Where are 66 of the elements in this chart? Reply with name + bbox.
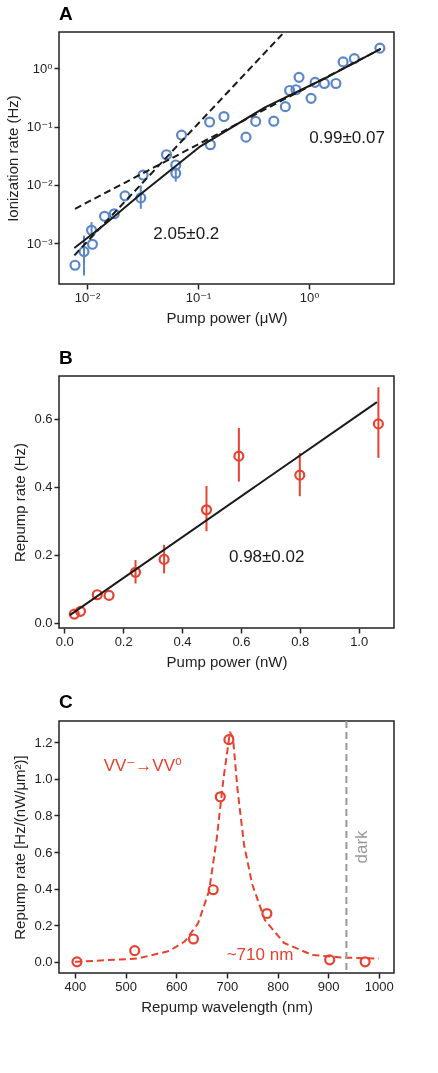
point: [187, 933, 200, 945]
y-axis-title: Repump rate (Hz): [11, 442, 29, 563]
line-series: [73, 731, 380, 963]
point: [158, 553, 170, 565]
annotation: 0.99±0.07: [309, 127, 385, 147]
point: [233, 450, 245, 462]
x-tick-label: 1000: [364, 978, 394, 994]
x-tick-label: 0.2: [114, 633, 133, 649]
x-tick-label: 10⁻²: [74, 289, 101, 305]
x-axis-title: Pump power (μW): [166, 308, 288, 326]
x-axis-title: Pump power (nW): [166, 652, 288, 670]
x-tick-label: 400: [64, 978, 87, 994]
chart-title: A: [59, 3, 73, 24]
y-tick-label: 0.0: [34, 954, 53, 970]
y-tick-label: 10⁻¹: [26, 119, 54, 135]
x-tick-label: 800: [267, 978, 289, 994]
annotation: 0.98±0.02: [228, 547, 305, 567]
y-tick-label: 0.2: [34, 547, 53, 563]
ref-line-label: dark: [352, 829, 372, 864]
x-tick-label: 0.8: [291, 633, 310, 649]
annotation: VV⁻→VV⁰: [103, 756, 182, 776]
y-tick-label: 10⁻³: [26, 235, 54, 251]
point: [207, 884, 219, 896]
point: [294, 469, 306, 481]
point: [103, 589, 115, 601]
point: [223, 734, 235, 746]
point: [71, 956, 83, 968]
annotation: 2.05±0.2: [153, 223, 220, 243]
y-tick-label: 10⁰: [32, 60, 53, 76]
x-tick-label: 10⁻¹: [185, 289, 213, 305]
y-tick-label: 1.0: [34, 771, 53, 787]
x-tick-label: 0.6: [232, 633, 251, 649]
y-axis-title: Ionization rate (Hz): [3, 95, 21, 222]
y-tick-label: 0.2: [34, 917, 53, 933]
x-tick-label: 1.0: [350, 633, 369, 649]
point: [91, 589, 103, 601]
point: [68, 608, 80, 620]
y-tick-label: 0.4: [34, 479, 53, 495]
x-tick-label: 10⁰: [299, 289, 320, 305]
point: [359, 956, 371, 968]
point: [74, 605, 87, 617]
x-axis-title: Repump wavelength (nm): [141, 997, 313, 1015]
point: [324, 954, 336, 966]
annotation: ~710 nm: [226, 945, 294, 965]
x-tick-label: 500: [115, 978, 137, 994]
y-tick-label: 1.2: [34, 734, 53, 750]
point: [129, 945, 141, 957]
x-tick-label: 700: [216, 978, 239, 994]
y-tick-label: 0.8: [34, 807, 53, 823]
y-axis-title: Repump rate [Hz/(nW/μm²)]: [11, 755, 29, 940]
x-tick-label: 900: [317, 978, 340, 994]
x-tick-label: 0.4: [173, 633, 192, 649]
point: [214, 791, 226, 803]
y-tick-label: 0.6: [34, 844, 53, 860]
chart-title: C: [59, 691, 73, 712]
chart-title: B: [59, 347, 73, 368]
point: [129, 566, 142, 578]
point: [200, 504, 213, 516]
y-tick-label: 0.4: [34, 881, 53, 897]
y-tick-label: 10⁻²: [26, 177, 54, 193]
point: [261, 907, 273, 920]
y-tick-label: 0.0: [34, 615, 53, 631]
point: [372, 418, 384, 430]
x-tick-label: 0.0: [55, 633, 74, 649]
y-tick-label: 0.6: [34, 411, 53, 427]
x-tick-label: 600: [165, 978, 188, 994]
